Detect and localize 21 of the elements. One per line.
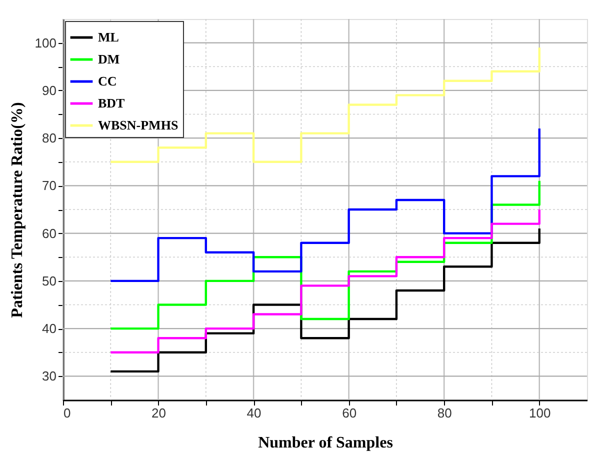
x-tick-label: 80 (437, 406, 452, 420)
x-tick-label: 20 (152, 406, 166, 420)
y-tick-label: 70 (42, 178, 56, 194)
legend-label: CC (98, 74, 117, 88)
x-tick-label: 100 (529, 406, 551, 420)
x-tick-label: 0 (64, 406, 71, 420)
x-tick-label: 40 (246, 406, 262, 420)
legend-label: DM (98, 52, 120, 66)
y-tick-label: 80 (42, 130, 56, 146)
legend-label: WBSN-PMHS (98, 118, 178, 132)
legend-label: BDT (98, 96, 126, 110)
y-tick-label: 90 (42, 82, 56, 98)
y-tick-label: 30 (42, 368, 56, 384)
y-tick-label: 60 (42, 226, 56, 241)
y-tick-label: 50 (42, 273, 56, 288)
y-tick-label: 40 (42, 321, 56, 336)
y-tick-label: 100 (34, 35, 56, 50)
y-axis-title: Patients Temperature Ratio(%) (8, 102, 26, 318)
x-axis-title: Number of Samples (258, 434, 393, 452)
x-tick-label: 60 (342, 406, 357, 420)
legend-label: ML (98, 30, 120, 44)
